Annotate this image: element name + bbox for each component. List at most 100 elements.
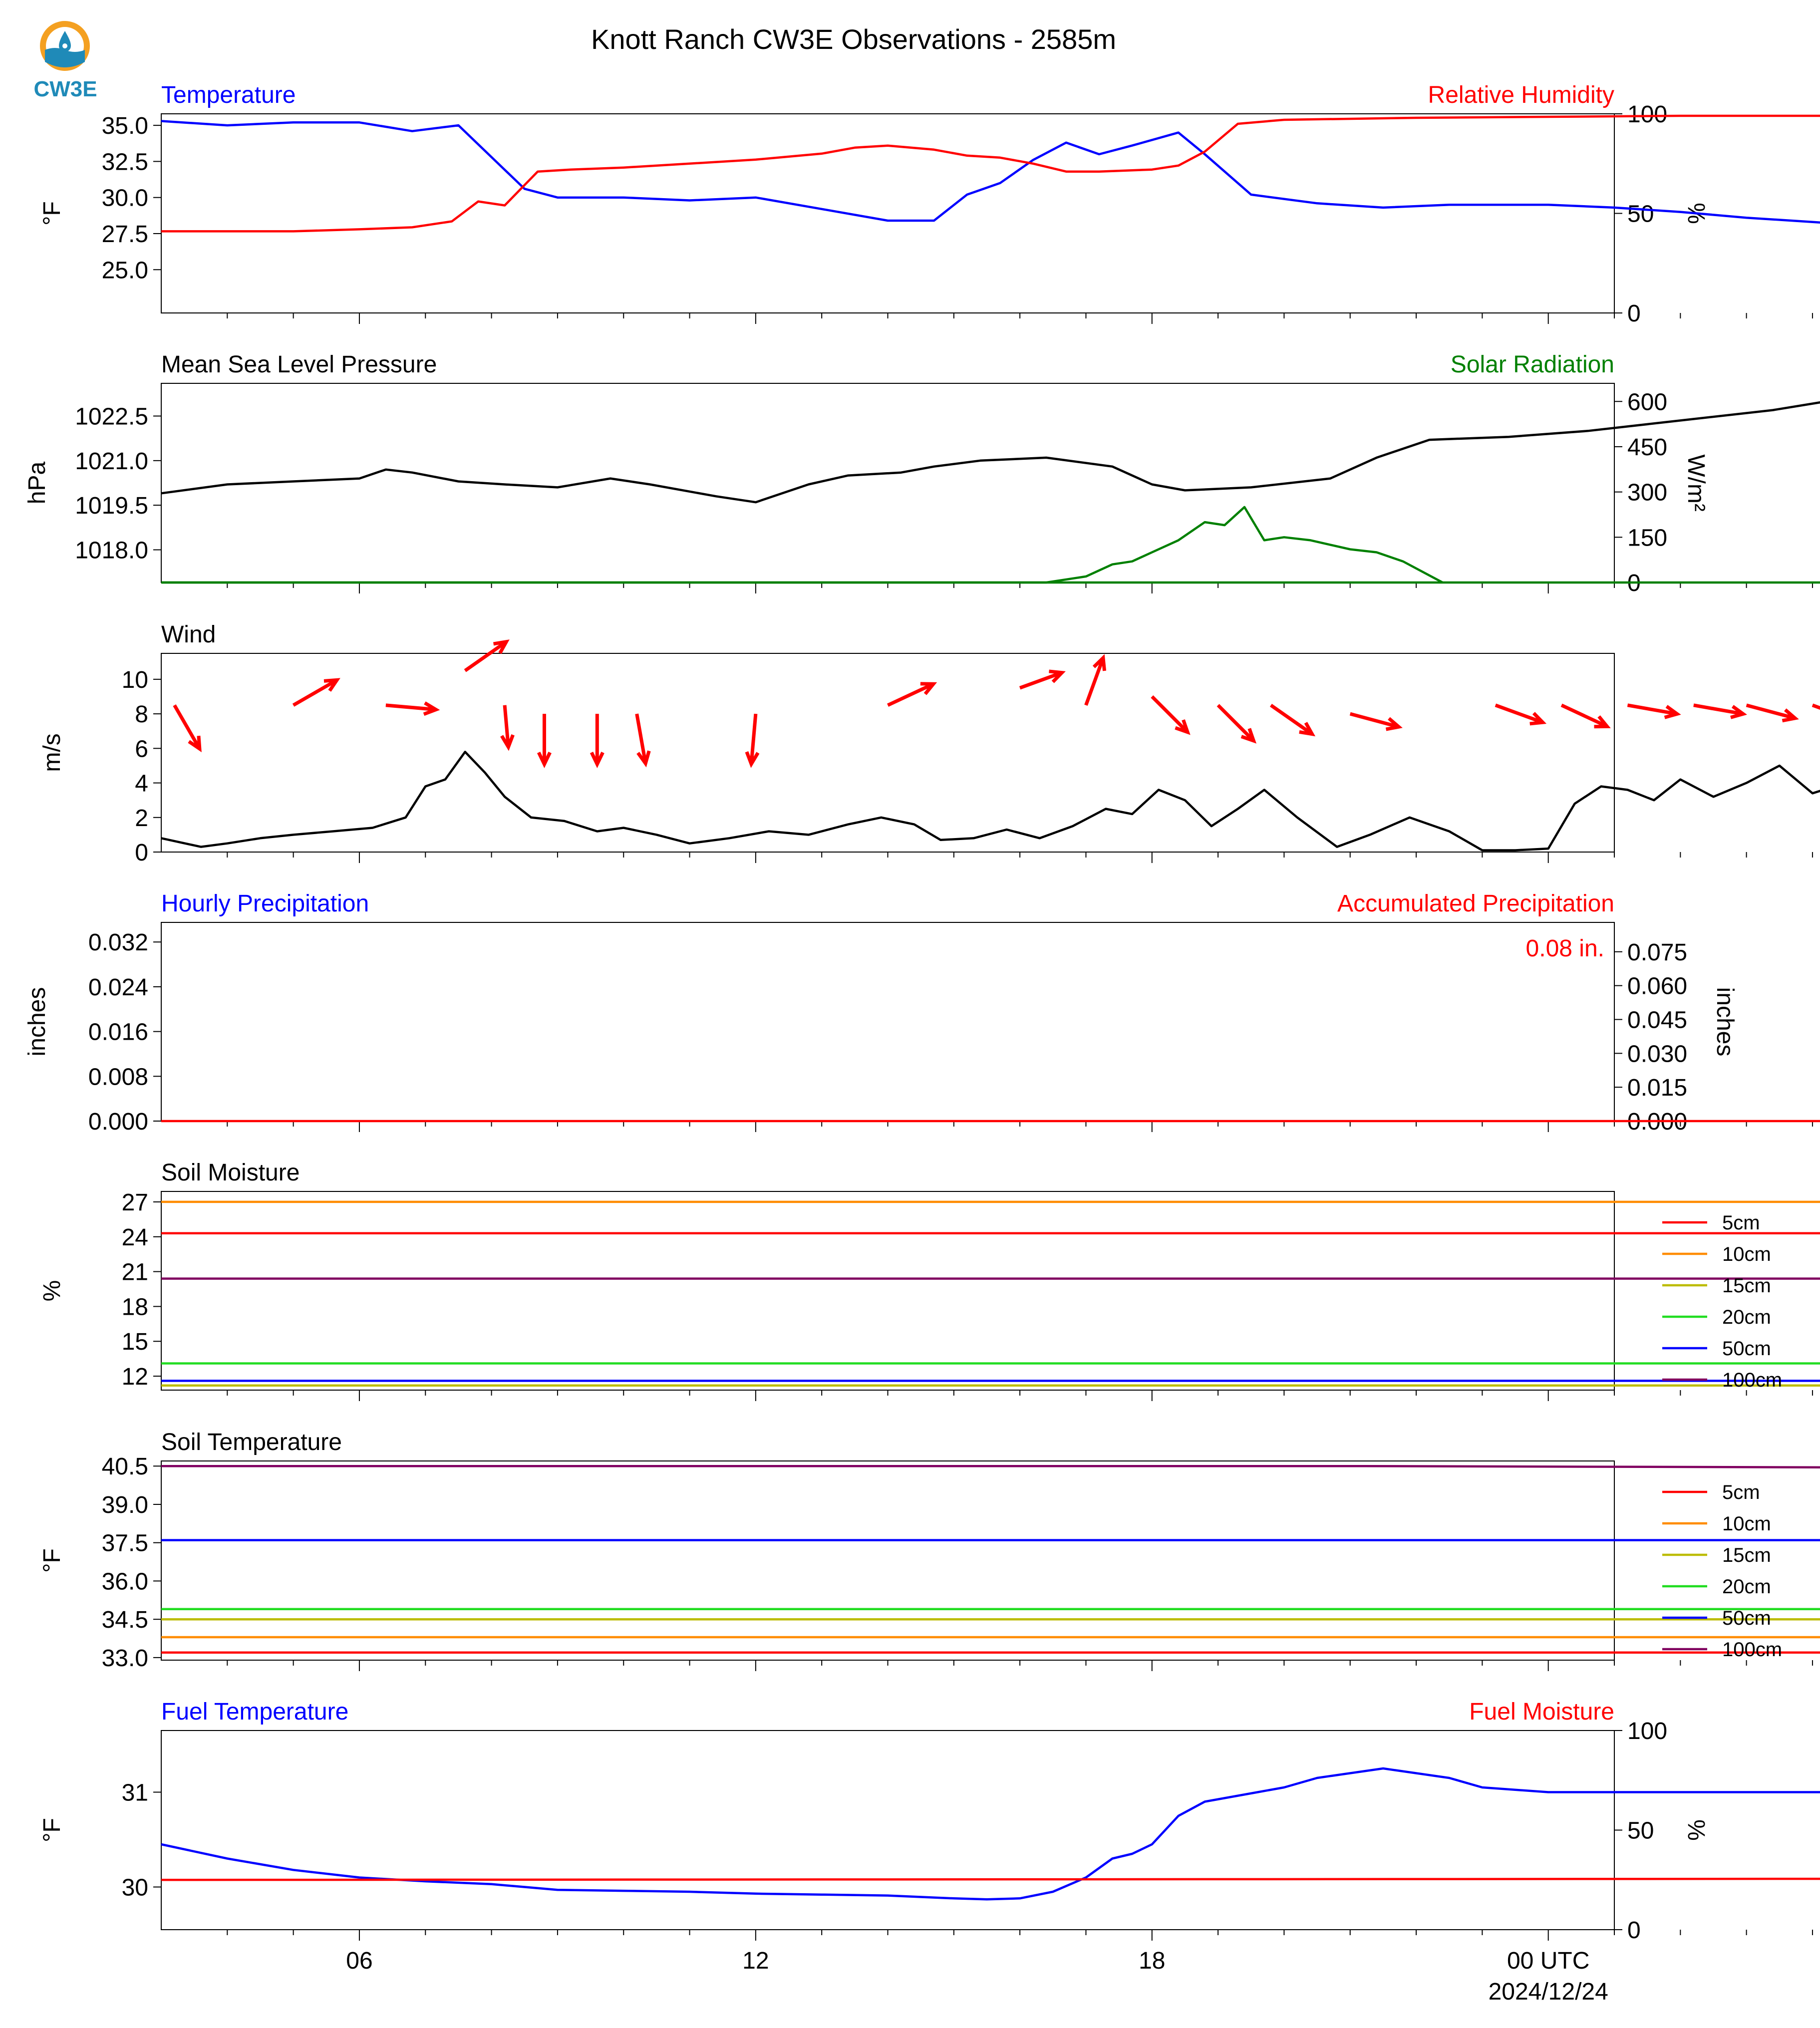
y2-tick-label: 50 — [1627, 1818, 1654, 1844]
y2-tick-label: 600 — [1627, 389, 1667, 415]
series-line-temperature — [161, 120, 1820, 224]
y2-axis-label: % — [1683, 1819, 1709, 1841]
panel-right-title: Fuel Moisture — [1469, 1699, 1614, 1725]
series-line-wind_speed — [161, 751, 1820, 852]
panel-4: Soil Moisture 12 15 18 21 24 27% 5cm 10cm 15cm 20c… — [39, 1159, 1820, 1401]
y2-tick-label: 150 — [1627, 525, 1667, 551]
wind-arrow-head — [590, 751, 605, 768]
y-axis-label: m/s — [39, 733, 65, 772]
y2-axis-label: inches — [1712, 987, 1738, 1057]
y2-tick-label: 100 — [1627, 101, 1667, 128]
y-tick-label: 33.0 — [102, 1645, 148, 1672]
legend-label: 50cm — [1722, 1338, 1771, 1360]
y2-tick-label: 300 — [1627, 480, 1667, 506]
y-tick-label: 1021.0 — [75, 448, 148, 475]
wind-arrow-head — [1175, 719, 1191, 735]
y-tick-label: 0.008 — [88, 1064, 148, 1090]
panel-frame — [161, 1191, 1615, 1391]
wind-arrow — [1019, 671, 1063, 690]
y-tick-label: 10 — [122, 667, 148, 693]
legend-label: 20cm — [1722, 1576, 1771, 1598]
y2-tick-label: 50 — [1627, 201, 1654, 228]
y-axis-label: % — [39, 1280, 65, 1302]
panel-frame — [161, 922, 1615, 1122]
wind-arrow-head — [1240, 728, 1257, 744]
panel-left-title: Soil Temperature — [161, 1429, 342, 1455]
panel-right-title: Solar Radiation — [1451, 351, 1614, 378]
wind-arrow-head — [188, 735, 202, 753]
wind-arrow-head — [1594, 715, 1611, 729]
legend-label: 100cm — [1722, 1369, 1782, 1391]
y-tick-label: 34.5 — [102, 1607, 148, 1633]
y-tick-label: 36.0 — [102, 1568, 148, 1595]
wind-arrow — [1627, 703, 1678, 716]
wind-arrow-head — [537, 751, 552, 768]
wind-arrow — [1216, 704, 1255, 742]
y2-tick-label: 0.015 — [1627, 1075, 1687, 1101]
chart-title: Knott Ranch CW3E Observations - 2585m — [591, 23, 1116, 55]
x-tick-label: 06 — [346, 1948, 372, 1974]
wind-arrow — [1151, 695, 1189, 734]
wind-arrow-head — [1730, 705, 1747, 719]
legend-label: 5cm — [1722, 1481, 1760, 1503]
wind-arrow — [749, 713, 758, 764]
y-axis-label: °F — [39, 201, 65, 226]
wind-arrow — [1560, 703, 1608, 728]
series-line-fuel_temperature — [161, 1767, 1820, 1901]
panel-left-title: Soil Moisture — [161, 1159, 300, 1186]
wind-arrow-head — [1529, 712, 1547, 726]
wind-arrow-head — [500, 734, 515, 751]
wind-arrow-head — [920, 682, 937, 695]
y-tick-label: 0.000 — [88, 1109, 148, 1135]
y2-tick-label: 0 — [1627, 300, 1641, 327]
x-tick-label: 12 — [742, 1948, 769, 1974]
x-tick-label: 18 — [1139, 1948, 1165, 1974]
panel-0: Temperature Relative Humidity 25.0 27.5 30.0… — [39, 82, 1820, 327]
wind-arrow — [1084, 657, 1105, 706]
y-tick-label: 27.5 — [102, 221, 148, 248]
panel-left-title: Hourly Precipitation — [161, 890, 369, 917]
y-tick-label: 0 — [135, 840, 148, 866]
y-tick-label: 21 — [122, 1259, 148, 1286]
panel-5: Soil Temperature 33.0 34.5 36.0 37.5 39.0 40.5… — [39, 1429, 1820, 1672]
series-line-100cm — [161, 1464, 1820, 1469]
panel-right-title: Accumulated Precipitation — [1337, 890, 1614, 917]
y-tick-label: 0.032 — [88, 929, 148, 956]
panel-6: Fuel Temperature Fuel Moisture 30 31 °F 0 50 10… — [39, 1699, 1820, 1944]
y-tick-label: 40.5 — [102, 1453, 148, 1480]
y-axis-label: °F — [39, 1818, 65, 1842]
y-tick-label: 39.0 — [102, 1492, 148, 1518]
y-tick-label: 8 — [135, 701, 148, 728]
legend-label: 5cm — [1722, 1212, 1760, 1234]
y2-tick-label: 0 — [1627, 1917, 1641, 1944]
wind-arrow — [503, 705, 510, 747]
y-tick-label: 27 — [122, 1189, 148, 1216]
legend-label: 20cm — [1722, 1306, 1771, 1328]
x-date-label: 2024/12/24 — [1489, 1979, 1608, 2005]
wind-arrow — [1269, 703, 1313, 736]
cw3e-logo-icon — [40, 21, 90, 71]
legend-label: 10cm — [1722, 1243, 1771, 1265]
wind-arrow-head — [1385, 717, 1403, 731]
panel-1: Mean Sea Level Pressure Solar Radiation 10… — [24, 351, 1820, 596]
wind-arrow-head — [423, 701, 440, 716]
wind-arrow — [1693, 703, 1744, 716]
y-tick-label: 15 — [122, 1329, 148, 1355]
y-tick-label: 30.0 — [102, 185, 148, 212]
y-tick-label: 2 — [135, 805, 148, 832]
y-tick-label: 30 — [122, 1875, 148, 1901]
panel-3: Hourly Precipitation Accumulated Precipit… — [24, 890, 1820, 1135]
legend-label: 50cm — [1722, 1607, 1771, 1629]
legend: 5cm 10cm 15cm 20cm 50cm 100cm — [1662, 1481, 1782, 1661]
y2-axis-label: W/m² — [1683, 454, 1709, 512]
wind-arrow — [173, 704, 201, 750]
panel-2: Wind 0 2 4 6 8 10 m/s — [39, 621, 1820, 866]
panel-left-title: Wind — [161, 621, 216, 648]
wind-arrow-head — [1299, 722, 1316, 737]
y2-tick-label: 0.045 — [1627, 1007, 1687, 1033]
wind-arrow-head — [1049, 669, 1066, 683]
legend-label: 10cm — [1722, 1513, 1771, 1535]
y2-tick-label: 450 — [1627, 434, 1667, 461]
wind-arrow — [887, 682, 934, 707]
